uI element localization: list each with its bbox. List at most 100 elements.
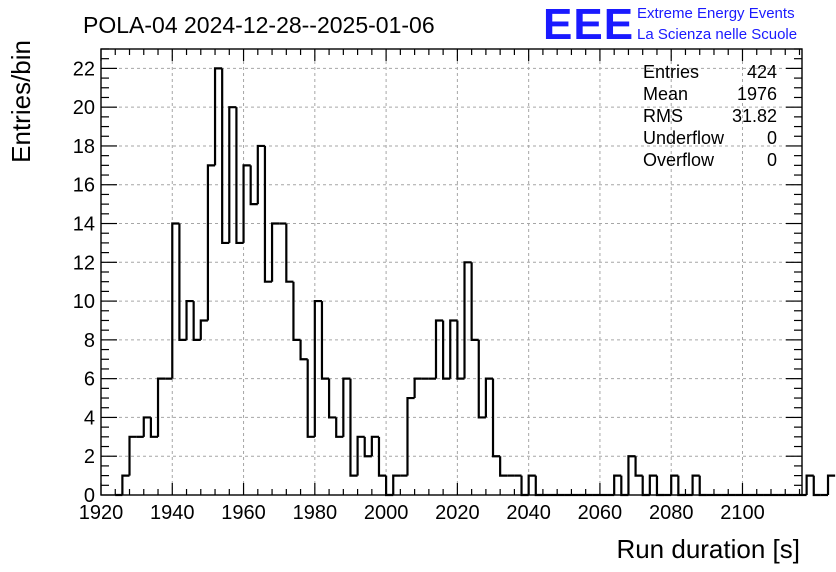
histogram-bin bbox=[206, 164, 216, 321]
y-tick-label: 0 bbox=[84, 485, 95, 507]
histogram-bin bbox=[648, 474, 657, 495]
histogram-bin bbox=[534, 475, 543, 497]
y-tick-label: 12 bbox=[73, 252, 95, 274]
stats-label-overflow: Overflow bbox=[643, 150, 715, 170]
tick-label-layer: 1920 1940 1960 1980 2000 2020 2040 2060 2080 2100… bbox=[73, 58, 765, 524]
histogram-bin bbox=[442, 320, 451, 380]
histogram-bin bbox=[377, 436, 387, 477]
y-tick-label: 16 bbox=[73, 175, 95, 197]
histogram-bin bbox=[142, 416, 151, 437]
chart-title: POLA-04 2024-12-28--2025-01-06 bbox=[83, 12, 435, 38]
histogram-bin bbox=[256, 144, 265, 205]
histogram-bin bbox=[392, 474, 401, 495]
histogram-bin bbox=[677, 475, 686, 497]
histogram-bin bbox=[406, 396, 415, 476]
histogram-bin bbox=[313, 299, 322, 437]
histogram-bin bbox=[698, 475, 707, 497]
y-tick-label: 8 bbox=[84, 330, 95, 352]
histogram-bin bbox=[356, 435, 365, 476]
eee-logo-line-1: Extreme Energy Events bbox=[637, 5, 795, 22]
eee-logo-line-2: La Scienza nelle Scuole bbox=[637, 26, 797, 43]
y-tick-label: 4 bbox=[84, 407, 95, 429]
plot-frame bbox=[100, 48, 803, 496]
x-tick-label: 1940 bbox=[150, 502, 195, 524]
histogram-bin bbox=[691, 474, 700, 495]
y-tick-label: 10 bbox=[73, 291, 95, 313]
histogram-bin bbox=[499, 456, 508, 477]
histogram-bin bbox=[249, 165, 258, 206]
x-tick-label: 2020 bbox=[435, 502, 480, 524]
histogram-bin bbox=[655, 475, 665, 497]
histogram-bin bbox=[228, 106, 237, 243]
histogram-bin bbox=[449, 319, 458, 379]
histogram-bin bbox=[128, 435, 137, 476]
histogram-bin bbox=[171, 222, 180, 379]
histogram-bin bbox=[634, 456, 643, 477]
x-tick-label: 2100 bbox=[720, 502, 765, 524]
histogram-bin bbox=[185, 299, 194, 340]
x-axis-label: Run duration [s] bbox=[616, 534, 800, 564]
x-tick-label: 1960 bbox=[221, 502, 266, 524]
stats-label-underflow: Underflow bbox=[643, 128, 725, 148]
histogram-bin bbox=[327, 378, 337, 419]
histogram-bin bbox=[363, 436, 372, 458]
histogram-bin bbox=[149, 417, 159, 438]
histogram-bin bbox=[812, 475, 821, 497]
histogram-bin bbox=[470, 262, 479, 341]
histogram-bin bbox=[242, 164, 251, 243]
histogram-bin bbox=[342, 377, 351, 437]
histogram-bin bbox=[235, 107, 244, 245]
histogram-bin bbox=[263, 145, 273, 283]
y-tick-label: 14 bbox=[73, 214, 95, 236]
x-tick-label: 1980 bbox=[293, 502, 338, 524]
histogram-bin bbox=[320, 301, 330, 380]
histogram-bin bbox=[178, 223, 187, 341]
x-tick-label: 2060 bbox=[578, 502, 623, 524]
y-tick-label: 22 bbox=[73, 58, 95, 80]
x-tick-label: 1920 bbox=[79, 502, 124, 524]
x-tick-label: 2080 bbox=[649, 502, 694, 524]
stats-value-underflow: 0 bbox=[767, 128, 777, 148]
histogram-bin bbox=[477, 339, 486, 419]
histogram-bin bbox=[306, 359, 315, 438]
histogram-bin bbox=[285, 223, 294, 283]
y-tick-label: 6 bbox=[84, 369, 95, 391]
histogram-bin bbox=[270, 222, 280, 282]
histogram-bin bbox=[805, 474, 814, 495]
histogram-bin bbox=[456, 320, 465, 380]
x-tick-label: 2040 bbox=[506, 502, 551, 524]
grid-layer bbox=[100, 49, 802, 496]
histogram-layer bbox=[115, 67, 836, 497]
histogram-bin bbox=[156, 377, 166, 437]
histogram-bin bbox=[484, 377, 494, 418]
y-tick-label: 18 bbox=[73, 136, 95, 158]
y-tick-label: 20 bbox=[73, 97, 95, 119]
x-tick-label: 2000 bbox=[364, 502, 409, 524]
histogram-bin bbox=[221, 68, 230, 245]
stats-label-rms: RMS bbox=[643, 106, 683, 126]
histogram-bin bbox=[213, 67, 223, 166]
stats-value-overflow: 0 bbox=[767, 150, 777, 170]
histogram-bin bbox=[199, 319, 208, 340]
eee-logo: EEE Extreme Energy Events La Scienza nel… bbox=[543, 0, 797, 49]
histogram-bin bbox=[826, 474, 836, 495]
histogram-bin bbox=[192, 301, 201, 341]
histogram-bin bbox=[121, 474, 130, 495]
histogram-bin bbox=[434, 319, 444, 379]
histogram-bin bbox=[292, 281, 301, 341]
stats-value-mean: 1976 bbox=[737, 84, 777, 104]
histogram-bin bbox=[627, 455, 636, 495]
histogram-bin bbox=[349, 378, 358, 477]
stats-value-entries: 424 bbox=[747, 62, 777, 82]
eee-logo-mark: EEE bbox=[543, 0, 634, 49]
histogram-bin bbox=[613, 474, 622, 495]
stats-label-entries: Entries bbox=[643, 62, 699, 82]
y-axis-label: Entries/bin bbox=[6, 40, 36, 163]
histogram-bin bbox=[335, 417, 344, 438]
stats-box: Entries 424 Mean 1976 RMS 31.82 Underflo… bbox=[643, 62, 777, 170]
stats-label-mean: Mean bbox=[643, 84, 688, 104]
histogram-bin bbox=[299, 339, 308, 361]
histogram-bin bbox=[370, 435, 379, 457]
histogram-bin bbox=[413, 377, 422, 399]
